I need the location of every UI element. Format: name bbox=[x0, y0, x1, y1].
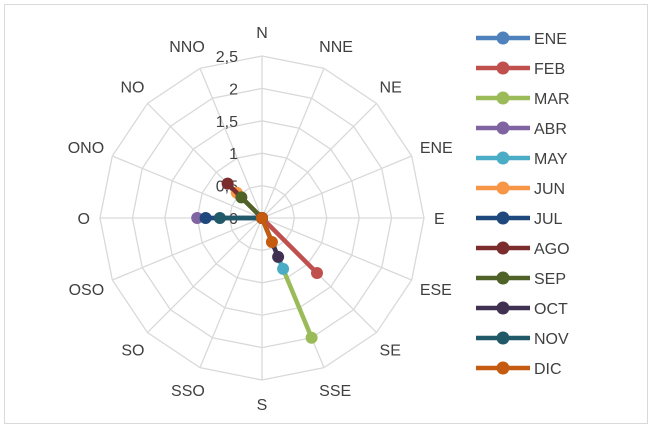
series-point-JUL-O bbox=[200, 212, 212, 224]
legend-label: DIC bbox=[534, 361, 562, 378]
legend-marker bbox=[497, 362, 510, 375]
direction-label-S: S bbox=[257, 397, 268, 414]
axis-line-SO bbox=[147, 218, 262, 333]
legend-marker bbox=[497, 92, 510, 105]
legend-item-ENE: ENE bbox=[476, 31, 567, 48]
direction-label-SO: SO bbox=[121, 343, 144, 360]
direction-label-OSO: OSO bbox=[69, 282, 105, 299]
series-point-MAR-SSE bbox=[306, 332, 318, 344]
legend-item-MAR: MAR bbox=[476, 91, 570, 108]
series-layer bbox=[191, 178, 323, 344]
direction-label-O: O bbox=[78, 211, 90, 228]
legend-marker bbox=[497, 302, 510, 315]
series-point-SEP-NO bbox=[235, 191, 247, 203]
direction-label-N: N bbox=[256, 25, 268, 42]
series-point-AGO-NO bbox=[222, 178, 234, 190]
legend-label: ENE bbox=[534, 31, 567, 48]
legend-item-SEP: SEP bbox=[476, 271, 566, 288]
direction-label-NO: NO bbox=[120, 79, 144, 96]
legend-marker bbox=[497, 242, 510, 255]
legend-marker bbox=[497, 212, 510, 225]
direction-label-NE: NE bbox=[380, 79, 402, 96]
legend-marker bbox=[497, 152, 510, 165]
direction-label-NNO: NNO bbox=[169, 39, 205, 56]
legend-label: NOV bbox=[534, 331, 569, 348]
direction-label-ENE: ENE bbox=[420, 140, 453, 157]
legend-marker bbox=[497, 122, 510, 135]
direction-label-SE: SE bbox=[380, 343, 401, 360]
tick-label: 1,5 bbox=[216, 114, 238, 131]
legend-item-NOV: NOV bbox=[476, 331, 569, 348]
legend-label: OCT bbox=[534, 301, 568, 318]
legend: ENE FEB MAR ABR MAY JUN JUL AGO SEP OCT NOV DIC bbox=[476, 31, 570, 378]
legend-marker bbox=[497, 32, 510, 45]
series-center-point-DIC bbox=[256, 212, 268, 224]
legend-item-OCT: OCT bbox=[476, 301, 568, 318]
direction-label-ONO: ONO bbox=[68, 140, 104, 157]
legend-label: ABR bbox=[534, 121, 567, 138]
series-point-FEB-SE bbox=[311, 267, 323, 279]
legend-marker bbox=[497, 182, 510, 195]
legend-item-ABR: ABR bbox=[476, 121, 567, 138]
legend-label: JUL bbox=[534, 211, 563, 228]
series-point-NOV-O bbox=[214, 212, 226, 224]
series-point-MAY-SSE bbox=[277, 263, 289, 275]
legend-label: AGO bbox=[534, 241, 570, 258]
legend-label: MAR bbox=[534, 91, 570, 108]
legend-item-MAY: MAY bbox=[476, 151, 568, 168]
tick-label: 2 bbox=[229, 81, 238, 98]
direction-label-NNE: NNE bbox=[319, 39, 353, 56]
legend-item-JUL: JUL bbox=[476, 211, 563, 228]
tick-label: 2,5 bbox=[216, 49, 238, 66]
direction-label-SSO: SSO bbox=[171, 383, 205, 400]
direction-label-ESE: ESE bbox=[420, 282, 452, 299]
legend-label: SEP bbox=[534, 271, 566, 288]
legend-marker bbox=[497, 272, 510, 285]
legend-item-FEB: FEB bbox=[476, 61, 565, 78]
legend-marker bbox=[497, 332, 510, 345]
series-point-DIC-SSE bbox=[266, 236, 278, 248]
tick-label: 1 bbox=[229, 146, 238, 163]
legend-item-JUN: JUN bbox=[476, 181, 565, 198]
legend-label: FEB bbox=[534, 61, 565, 78]
series-point-OCT-SSE bbox=[272, 251, 284, 263]
axis-line-NE bbox=[262, 103, 377, 218]
direction-label-SSE: SSE bbox=[319, 383, 351, 400]
legend-item-AGO: AGO bbox=[476, 241, 570, 258]
legend-label: JUN bbox=[534, 181, 565, 198]
direction-label-E: E bbox=[434, 211, 445, 228]
legend-marker bbox=[497, 62, 510, 75]
legend-label: MAY bbox=[534, 151, 568, 168]
legend-item-DIC: DIC bbox=[476, 361, 562, 378]
series-MAR bbox=[256, 212, 318, 344]
